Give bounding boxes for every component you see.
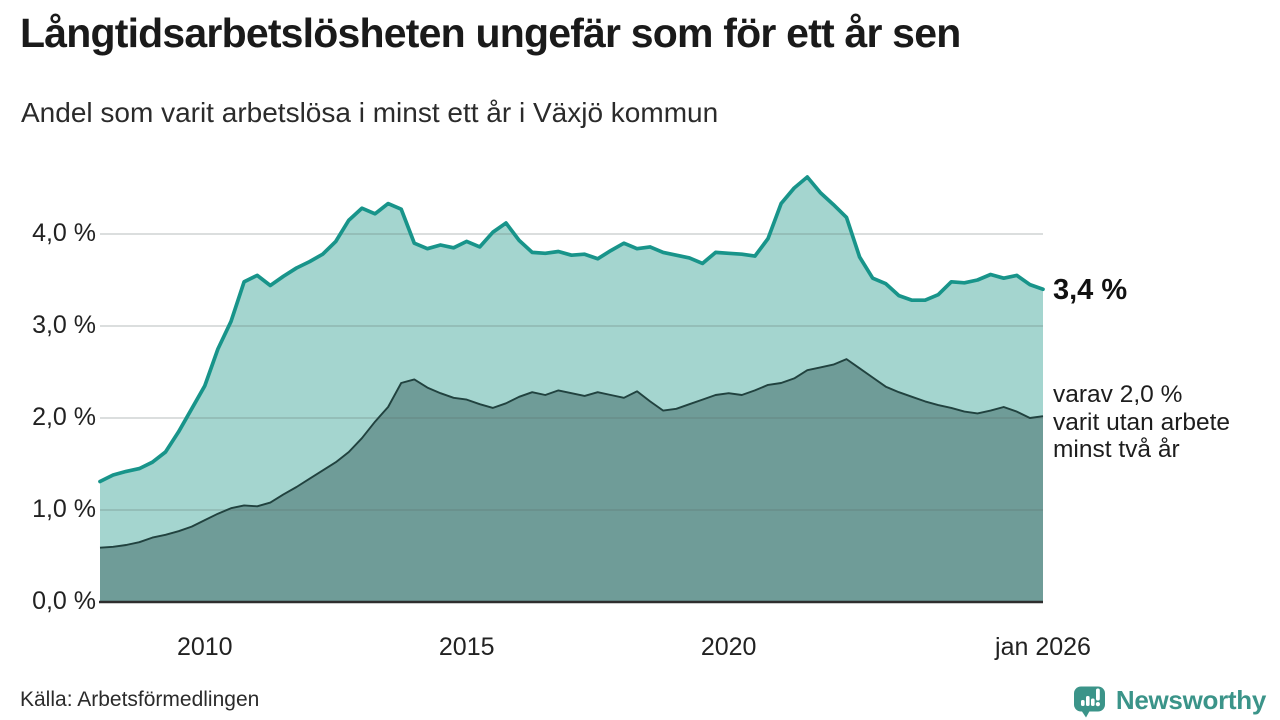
y-axis-tick-label: 1,0 % xyxy=(32,494,96,523)
newsworthy-logo: Newsworthy xyxy=(1072,683,1266,718)
x-axis-tick-label: 2020 xyxy=(700,633,757,661)
x-axis-labels: 2010 2015 2020 jan 2026 xyxy=(0,633,1280,669)
series-subset-label-line: varit utan arbete xyxy=(1053,408,1231,436)
x-axis-tick-label: 2015 xyxy=(438,633,495,661)
series-subset-label-line: varav 2,0 % xyxy=(1053,381,1183,408)
y-axis-labels: 4,0 % 3,0 % 2,0 % 1,0 % 0,0 % xyxy=(0,0,96,720)
area-fill-subset xyxy=(100,359,1043,602)
series-subset-end-value-label: varav 2,0 % varit utan arbete minst två … xyxy=(1053,381,1230,464)
page-subtitle: Andel som varit arbetslösa i minst ett å… xyxy=(21,97,719,128)
source-attribution: Källa: Arbetsförmedlingen xyxy=(20,688,260,711)
line-subset xyxy=(99,358,1044,549)
series-total-end-value-label: 3,4 % xyxy=(1053,274,1128,306)
series-subset-label-line: minst två år xyxy=(1053,436,1180,463)
page-title: Långtidsarbetslösheten ungefär som för e… xyxy=(20,10,961,56)
line-total xyxy=(98,175,1045,484)
newsworthy-bubble-chart-icon xyxy=(1073,686,1105,718)
y-axis-tick-label: 3,0 % xyxy=(32,310,96,339)
x-axis-tick-label: 2010 xyxy=(176,633,233,661)
x-axis-tick-label: jan 2026 xyxy=(995,633,1091,661)
y-axis-tick-label: 0,0 % xyxy=(32,586,96,615)
brand-name: Newsworthy xyxy=(1115,685,1266,715)
y-axis-tick-label: 4,0 % xyxy=(32,218,96,247)
y-axis-tick-label: 2,0 % xyxy=(32,402,96,431)
